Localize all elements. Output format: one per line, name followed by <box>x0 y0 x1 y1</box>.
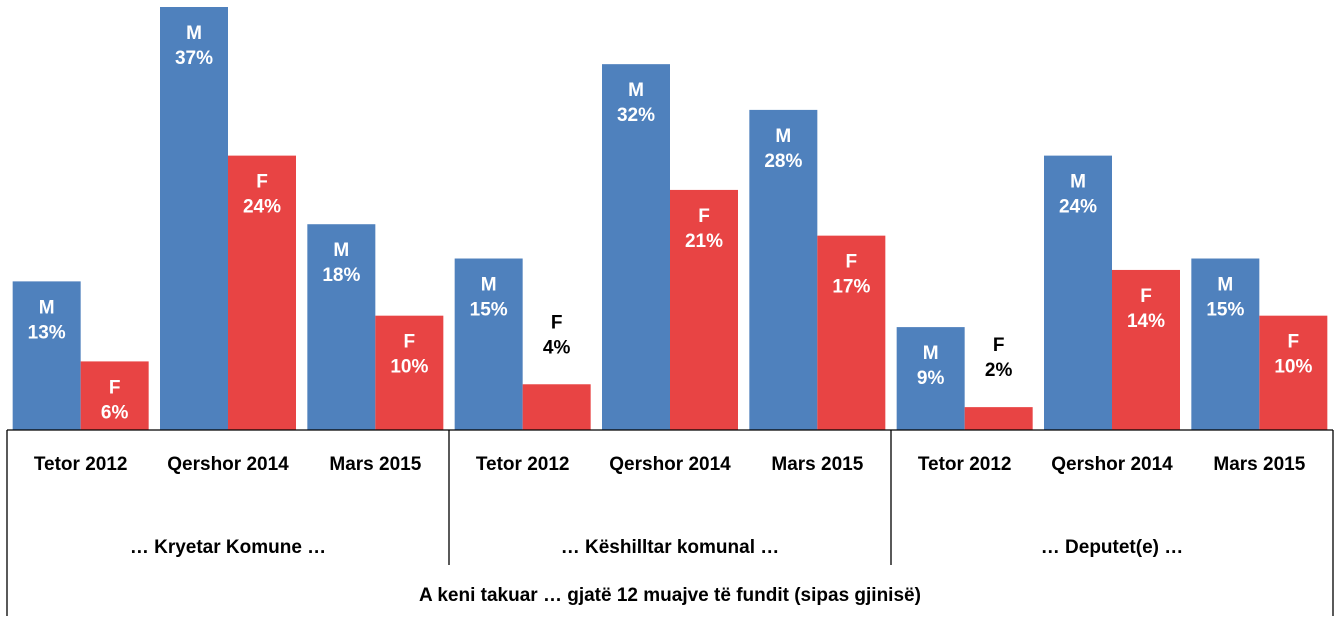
bar <box>964 407 1033 430</box>
bar <box>228 155 296 430</box>
series-label: M <box>1217 275 1233 296</box>
data-label: 9% <box>917 368 945 389</box>
series-label: F <box>109 377 121 398</box>
series-label: M <box>481 275 497 296</box>
bar <box>160 7 228 430</box>
bar <box>1044 155 1112 430</box>
bar <box>522 384 591 430</box>
bar <box>454 258 523 430</box>
bar <box>1191 258 1260 430</box>
x-tick-label: Tetor 2012 <box>918 454 1012 475</box>
bar <box>749 109 818 430</box>
series-label: F <box>1288 332 1300 353</box>
data-label: 13% <box>28 322 66 343</box>
series-label: M <box>775 126 791 147</box>
series-label: M <box>186 23 202 44</box>
series-label: M <box>628 80 644 101</box>
data-label: 14% <box>1127 311 1165 332</box>
group-label: … Këshilltar komunal … <box>561 537 780 558</box>
bar <box>375 315 444 430</box>
x-tick-label: Qershor 2014 <box>167 454 289 475</box>
data-label: 24% <box>243 197 281 218</box>
bar <box>1112 269 1180 430</box>
x-tick-label: Mars 2015 <box>1213 454 1305 475</box>
series-label: F <box>404 332 416 353</box>
data-label: 21% <box>685 231 723 252</box>
data-label: 4% <box>543 337 571 358</box>
series-label: F <box>993 335 1005 356</box>
x-tick-label: Tetor 2012 <box>476 454 570 475</box>
data-label: 10% <box>390 357 428 378</box>
series-label: M <box>39 297 55 318</box>
data-label: 32% <box>617 105 655 126</box>
series-label: F <box>551 312 563 333</box>
data-label: 37% <box>175 48 213 69</box>
data-label: 10% <box>1274 357 1312 378</box>
data-label: 28% <box>764 151 802 172</box>
series-label: F <box>846 252 858 273</box>
series-label: M <box>333 240 349 261</box>
data-label: 17% <box>832 277 870 298</box>
bar <box>12 281 81 430</box>
series-label: F <box>1140 286 1152 307</box>
x-tick-label: Qershor 2014 <box>1051 454 1173 475</box>
bar <box>1259 315 1328 430</box>
data-label: 15% <box>1206 300 1244 321</box>
group-label: … Deputet(e) … <box>1041 537 1184 558</box>
bar <box>80 361 149 430</box>
group-label: … Kryetar Komune … <box>130 537 326 558</box>
series-label: F <box>698 206 710 227</box>
bar <box>307 224 376 430</box>
data-label: 2% <box>985 360 1013 381</box>
x-tick-label: Tetor 2012 <box>34 454 128 475</box>
x-tick-label: Mars 2015 <box>329 454 421 475</box>
x-tick-label: Qershor 2014 <box>609 454 731 475</box>
series-label: M <box>923 343 939 364</box>
data-label: 6% <box>101 402 129 423</box>
data-label: 18% <box>322 265 360 286</box>
bar <box>602 64 670 430</box>
data-label: 15% <box>470 300 508 321</box>
series-label: F <box>256 172 268 193</box>
series-label: M <box>1070 172 1086 193</box>
data-label: 24% <box>1059 197 1097 218</box>
bar <box>817 235 886 430</box>
x-axis-label: A keni takuar … gjatë 12 muajve të fundi… <box>419 585 921 606</box>
x-tick-label: Mars 2015 <box>771 454 863 475</box>
bar <box>670 189 738 430</box>
bar <box>896 327 965 430</box>
